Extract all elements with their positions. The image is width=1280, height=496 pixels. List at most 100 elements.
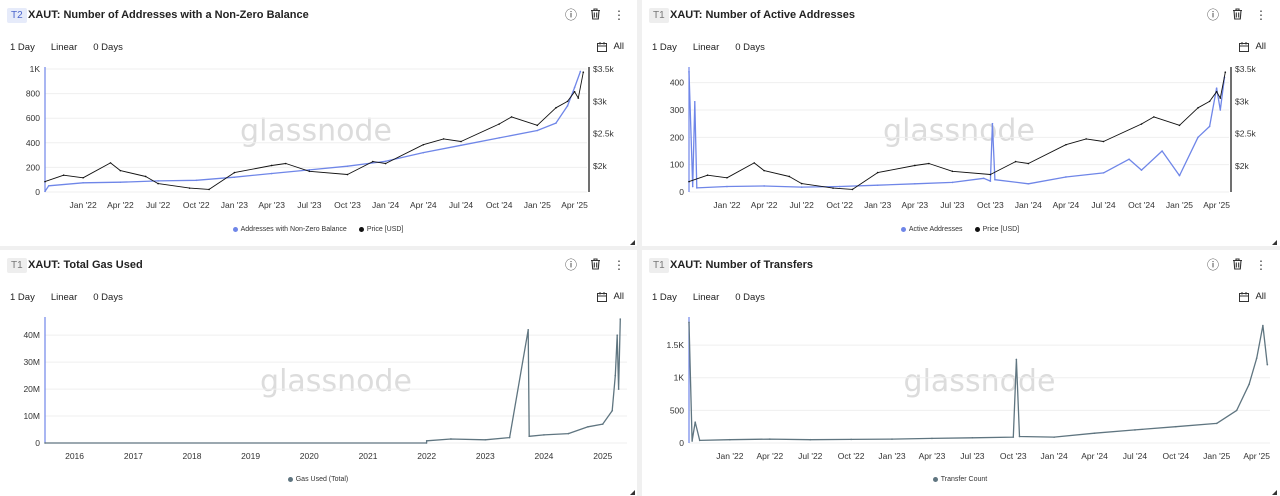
price-point [384,162,387,165]
more-vertical-icon[interactable]: ⋮ [613,8,625,22]
sma-select[interactable]: 0 Days [730,40,770,55]
metric-point [698,439,701,442]
price-point [577,97,580,99]
x-tick-label: Jul '23 [960,451,985,461]
price-point [1153,116,1155,118]
metric-point [729,438,731,441]
x-tick-label: Apr '23 [919,451,946,461]
legend-item[interactable]: Active Addresses [900,226,963,233]
legend-item[interactable]: Price [USD] [358,226,403,233]
header-actions: ⓘ ⋮ [1206,258,1268,273]
info-icon[interactable]: ⓘ [564,258,577,272]
metric-point [726,185,728,188]
metric-point [1208,125,1211,128]
x-tick-label: 2023 [476,451,495,461]
resolution-select[interactable]: 1 Day [5,40,40,55]
x-tick-label: Apr '22 [757,451,784,461]
y-tick-label: 0 [35,438,40,448]
legend-item[interactable]: Transfer Count [932,476,987,483]
resize-handle[interactable] [1272,240,1277,245]
sma-select[interactable]: 0 Days [730,290,770,305]
price-point [1027,162,1030,165]
chart-plot[interactable]: glassnode 0 100 200 300 400 $2k $2.5k $3k $3.5k Ja… [642,56,1278,226]
price-point [498,123,500,125]
chart-toolbar: 1 Day Linear 0 Days [647,290,770,305]
info-icon[interactable]: ⓘ [564,8,577,22]
trash-icon[interactable] [1230,258,1244,273]
range-select[interactable]: All [597,41,624,52]
x-tick-label: Jan '25 [1203,451,1230,461]
scale-select[interactable]: Linear [687,290,725,305]
metric-point [543,434,545,436]
scale-select[interactable]: Linear [45,40,83,55]
info-icon[interactable]: ⓘ [1206,258,1219,272]
resolution-select[interactable]: 1 Day [5,290,40,305]
x-tick-label: Jan '23 [878,451,905,461]
scale-select[interactable]: Linear [45,290,83,305]
chart-legend: Addresses with Non-Zero Balance Price [U… [0,226,636,233]
metric-point [157,180,159,182]
price-point [510,116,513,118]
x-tick-label: Jul '23 [940,200,965,210]
info-icon[interactable]: ⓘ [1206,8,1219,22]
range-label: All [1255,41,1266,52]
price-point [1219,97,1222,99]
trash-icon[interactable] [588,258,602,273]
metric-point [688,321,690,324]
more-vertical-icon[interactable]: ⋮ [1255,8,1267,22]
legend-label: Price [USD] [982,226,1020,233]
sma-select[interactable]: 0 Days [88,40,128,55]
chart-plot[interactable]: glassnode 0 500 1K 1.5K Jan '22 Apr '22 Jul '22… [642,306,1278,476]
resolution-select[interactable]: 1 Day [647,290,682,305]
chart-plot[interactable]: glassnode02004006008001K$2k$2.5k$3k$3.5k… [0,56,636,226]
header-actions: ⓘ ⋮ [564,258,626,273]
sma-select[interactable]: 0 Days [88,290,128,305]
more-vertical-icon[interactable]: ⋮ [613,258,625,272]
legend-item[interactable]: Price [USD] [974,226,1020,233]
tier-badge: T2 [7,8,27,23]
legend-item[interactable]: Addresses with Non-Zero Balance [232,226,347,233]
legend-item[interactable]: Gas Used (Total) [287,476,349,483]
price-point [851,188,854,191]
legend-dot [932,477,938,482]
price-point [109,162,112,164]
metric-point [528,435,530,438]
trash-icon[interactable] [588,8,602,23]
price-point [270,164,273,167]
x-tick-label: Apr '22 [107,200,134,210]
range-label: All [1255,291,1266,302]
price-point [371,160,374,163]
chart-title: XAUT: Total Gas Used [28,259,143,271]
x-tick-label: Apr '24 [1053,200,1080,210]
metric-point [1134,429,1136,431]
metric-point [1215,87,1218,89]
metric-point [809,438,812,441]
metric-point [1175,425,1177,428]
range-select[interactable]: All [597,291,624,302]
range-select[interactable]: All [1239,291,1266,302]
price-point [144,175,147,178]
more-vertical-icon[interactable]: ⋮ [1255,258,1267,272]
resize-handle[interactable] [630,490,635,495]
metric-point [769,438,771,440]
legend-dot [974,227,980,232]
chart-plot[interactable]: glassnode 0 10M 20M 30M 40M 2016 2017 2018 2019 20… [0,306,636,476]
resolution-select[interactable]: 1 Day [647,40,682,55]
chart-title: XAUT: Number of Active Addresses [670,9,856,21]
legend-label: Gas Used (Total) [295,476,349,483]
calendar-icon [1239,291,1250,302]
price-point [422,143,425,146]
x-tick-label: Jul '22 [798,451,823,461]
range-select[interactable]: All [1239,41,1266,52]
resize-handle[interactable] [1272,490,1277,495]
metric-point [566,105,569,107]
x-tick-label: Oct '24 [486,200,513,210]
metric-point [971,436,974,439]
y-tick-label: 0 [35,187,40,197]
resize-handle[interactable] [630,240,635,245]
price-point [763,169,765,172]
scale-select[interactable]: Linear [687,40,725,55]
price-point [555,107,557,109]
price-point [188,187,191,189]
trash-icon[interactable] [1230,8,1244,23]
